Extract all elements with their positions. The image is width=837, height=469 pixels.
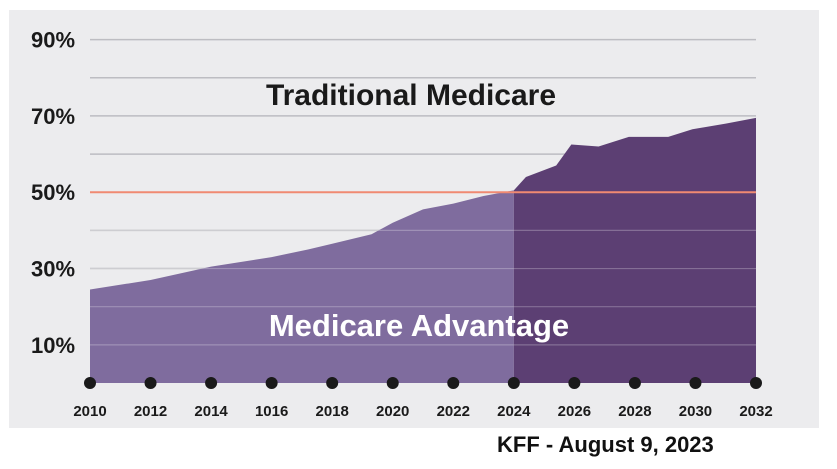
x-marker-dot	[84, 377, 96, 389]
y-tick-label: 70%	[31, 104, 75, 129]
area-projected	[513, 117, 756, 383]
source-credit: KFF - August 9, 2023	[497, 432, 714, 457]
x-tick-label: 2012	[134, 403, 167, 420]
area-chart: 90% 70% 50% 30% 10% 2010 2012 2014 1016 2018 2020 2…	[31, 28, 773, 420]
y-tick-label: 50%	[31, 180, 75, 205]
y-tick-label: 90%	[31, 28, 75, 53]
x-marker-dot	[386, 377, 399, 389]
x-marker-dot	[507, 377, 520, 389]
x-marker-dot	[750, 377, 762, 389]
area-historical	[90, 190, 514, 383]
x-tick-label: 2022	[437, 403, 470, 420]
x-marker-dot	[628, 377, 641, 389]
y-tick-label: 10%	[31, 333, 75, 358]
x-tick-label: 2028	[618, 403, 651, 420]
x-tick-label: 2032	[739, 403, 772, 420]
x-tick-label: 2026	[558, 403, 591, 420]
x-tick-label: 2020	[376, 403, 409, 420]
y-tick-label: 30%	[31, 257, 75, 282]
x-marker-dot	[689, 377, 702, 389]
x-tick-label: 2030	[679, 403, 712, 420]
x-tick-label: 1016	[255, 403, 288, 420]
x-tick-label: 2014	[194, 403, 228, 420]
x-tick-label: 2024	[497, 403, 531, 420]
chart-panel: 90% 70% 50% 30% 10% 2010 2012 2014 1016 2018 2020 2…	[9, 10, 819, 428]
x-marker-dot	[326, 377, 339, 389]
x-tick-label: 2010	[73, 403, 106, 420]
annotation-medicare-advantage: Medicare Advantage	[269, 308, 569, 343]
x-marker-dot	[568, 377, 581, 389]
x-marker-dot	[144, 377, 157, 389]
x-marker-dot	[447, 377, 460, 389]
annotation-traditional-medicare: Traditional Medicare	[266, 79, 556, 112]
x-marker-dot	[265, 377, 278, 389]
x-tick-label: 2018	[315, 403, 348, 420]
x-marker-dot	[205, 377, 218, 389]
